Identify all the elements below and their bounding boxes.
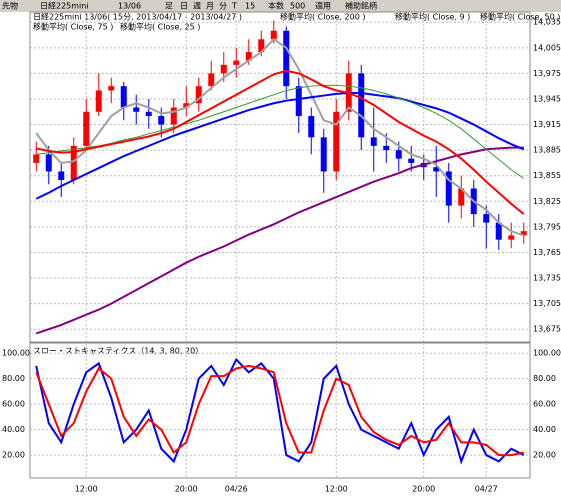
candle-body <box>120 86 127 108</box>
toolbar-item: 500 <box>290 2 305 11</box>
candle-body <box>183 103 190 108</box>
y-tick-label: 20.00 <box>2 451 25 460</box>
y-tick-label: 13,765 <box>533 248 561 257</box>
candle-body <box>458 188 465 206</box>
y-tick-label: 13,825 <box>533 197 561 206</box>
candle-body <box>370 137 377 146</box>
line-series <box>35 364 524 457</box>
candle-body <box>258 39 265 53</box>
toolbar-item: 足 <box>165 2 173 11</box>
x-tick-label: 04/27 <box>475 485 498 494</box>
y-tick-label: 13,945 <box>533 94 561 103</box>
candle-body <box>33 154 40 163</box>
candle-body <box>395 150 402 159</box>
line-series <box>36 84 525 179</box>
legend-entry: 移動平均( Close, 25 ) <box>120 22 200 32</box>
x-tick-label: 20:00 <box>412 485 435 494</box>
chart-title: 日経225mini 13/06( 15分, 2013/04/17 - 2013/… <box>33 12 242 22</box>
candle-body <box>408 158 415 163</box>
candle-body <box>58 171 65 180</box>
y-tick-label: 60.00 <box>2 400 25 409</box>
candle-body <box>95 90 102 112</box>
y-tick-label: 13,795 <box>533 222 561 231</box>
y-tick-label: 40.00 <box>533 425 556 434</box>
x-tick-label: 20:00 <box>175 485 198 494</box>
stoch-panel <box>29 342 531 479</box>
toolbar-item: 日経225mini <box>40 1 89 11</box>
candle-body <box>483 214 490 223</box>
candle-body <box>245 52 252 61</box>
candle-body <box>158 116 165 125</box>
candle-body <box>520 231 527 236</box>
candle-body <box>333 111 340 172</box>
y-tick-label: 14,035 <box>533 18 561 27</box>
y-tick-label: 60.00 <box>533 400 556 409</box>
line-series <box>35 357 525 465</box>
candle-body <box>283 30 290 87</box>
candle-body <box>445 171 452 206</box>
candle-body <box>195 86 202 104</box>
toolbar-item: 月 <box>206 2 214 11</box>
y-tick-label: 80.00 <box>2 374 25 383</box>
y-tick-label: 14,005 <box>533 43 561 52</box>
candle-body <box>308 116 315 138</box>
y-tick-label: 13,705 <box>533 299 561 308</box>
candle-body <box>145 111 152 117</box>
candle-body <box>170 107 177 125</box>
y-tick-label: 13,975 <box>533 69 561 78</box>
y-tick-label: 13,735 <box>533 274 561 283</box>
y-tick-label: 13,885 <box>533 146 561 155</box>
candle-body <box>108 86 115 91</box>
candle-body <box>320 137 327 172</box>
line-series <box>36 69 525 215</box>
toolbar-item: 先物 <box>2 1 18 11</box>
x-tick-label: 12:00 <box>75 485 98 494</box>
line-series <box>35 37 525 237</box>
x-tick-label: 04/26 <box>225 485 248 494</box>
legend-entry: 移動平均( Close, 75 ) <box>33 22 113 32</box>
toolbar-item: 週 <box>193 2 201 11</box>
candle-body <box>383 145 390 151</box>
legend-entry: 移動平均( Close, 9 ) <box>395 12 470 22</box>
y-tick-label: 13,675 <box>533 325 561 334</box>
toolbar-item: 日 <box>180 2 188 11</box>
toolbar <box>0 0 561 12</box>
candle-body <box>270 30 277 40</box>
line-series <box>35 146 524 335</box>
candle-body <box>233 60 240 65</box>
legend-entry: 移動平均( Close, 200 ) <box>280 12 365 22</box>
candle-body <box>45 154 52 172</box>
toolbar-item: 分 <box>219 2 227 11</box>
toolbar-item: 本数 <box>268 1 284 11</box>
candle-body <box>433 167 440 172</box>
candle-body <box>208 73 215 87</box>
candle-body <box>70 145 77 180</box>
x-tick-label: 12:00 <box>325 485 348 494</box>
y-tick-label: 20.00 <box>533 451 556 460</box>
price-panel <box>29 11 531 343</box>
line-series <box>35 92 525 200</box>
candle-body <box>295 86 302 117</box>
stoch-title: スロー・ストキャスティクス（14, 3, 80, 20） <box>33 347 203 356</box>
toolbar-item: 15 <box>245 2 255 11</box>
y-tick-label: 80.00 <box>533 374 556 383</box>
y-tick-label: 100.00 <box>2 349 30 358</box>
y-tick-label: 13,915 <box>533 120 561 129</box>
y-tick-label: 100.00 <box>533 349 561 358</box>
candle-body <box>495 222 502 240</box>
candle-body <box>358 73 365 138</box>
toolbar-item: 適用 <box>315 1 331 11</box>
y-tick-label: 40.00 <box>2 425 25 434</box>
toolbar-item: T <box>231 2 237 11</box>
candle-body <box>508 235 515 240</box>
toolbar-item: 補助銘柄 <box>345 1 377 11</box>
toolbar-item: 13/06 <box>118 2 141 11</box>
candle-body <box>133 107 140 112</box>
legend-entry: 移動平均( Close, 50 ) <box>480 12 560 22</box>
y-tick-label: 13,855 <box>533 171 561 180</box>
candle-body <box>83 111 90 146</box>
candle-body <box>220 64 227 74</box>
